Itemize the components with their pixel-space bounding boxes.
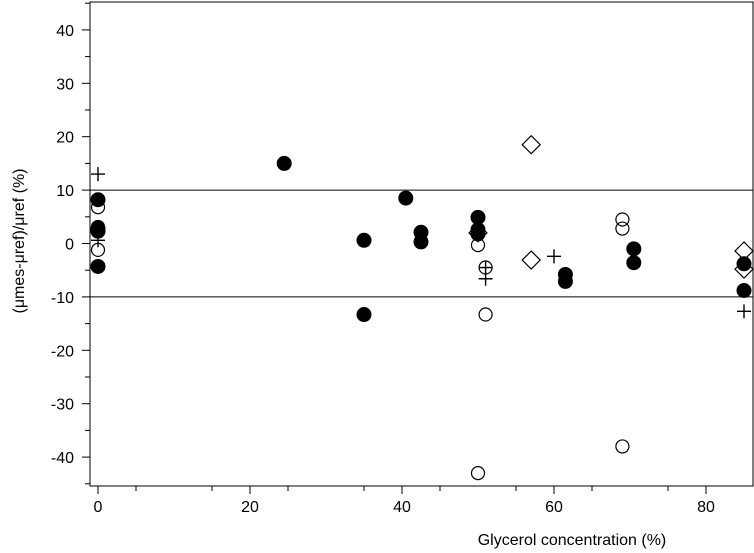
- x-tick-label: 80: [697, 499, 715, 516]
- filled-circle-point: [557, 273, 573, 289]
- filled-circle-point: [626, 241, 642, 257]
- filled-circle-point: [90, 192, 106, 208]
- reference-lines: [90, 189, 753, 298]
- open-diamond-point: [521, 250, 542, 270]
- filled-circle-point: [356, 232, 372, 248]
- plus-point: [547, 249, 561, 264]
- y-tick-label: -10: [51, 290, 74, 307]
- x-tick-label: 0: [94, 499, 103, 516]
- plus-point: [471, 224, 485, 239]
- open-circle-point: [478, 307, 493, 322]
- x-tick-label: 40: [393, 499, 411, 516]
- open-circle-point: [615, 212, 630, 227]
- y-tick-label: 0: [65, 237, 74, 254]
- filled-circle-point: [276, 155, 292, 171]
- data-points: [90, 134, 754, 481]
- open-circle-point: [470, 466, 486, 481]
- filled-circle-point: [626, 255, 642, 271]
- filled-circle-point: [736, 256, 752, 272]
- y-tick-label: 30: [56, 76, 74, 93]
- filled-circle-point: [90, 258, 106, 274]
- plus-point: [478, 271, 493, 286]
- plus-point: [91, 233, 105, 248]
- open-circle-point: [470, 238, 486, 253]
- open-circle-point: [615, 439, 630, 454]
- plus-point: [737, 304, 751, 319]
- y-tick-label: -40: [51, 450, 74, 467]
- filled-circle-point: [398, 190, 414, 206]
- x-axis: 0 20 40 60 80: [94, 486, 715, 516]
- y-tick-label: 20: [56, 130, 74, 147]
- x-tick-label: 60: [545, 499, 563, 516]
- filled-circle-point: [413, 234, 429, 250]
- y-tick-label: -30: [51, 397, 74, 414]
- open-circle-point: [90, 200, 106, 215]
- y-tick-label: 40: [56, 23, 74, 40]
- x-tick-label: 20: [241, 499, 259, 516]
- open-circle-point: [615, 221, 630, 236]
- y-axis-title: (μmes-μref)/μref (%): [11, 169, 28, 314]
- y-tick-label: -20: [51, 343, 74, 360]
- plus-point: [91, 167, 105, 182]
- filled-circle-point: [356, 307, 372, 323]
- y-axis: 40 30 20 10 0 -10 -20 -30 -40: [51, 2, 90, 485]
- open-diamond-point: [468, 222, 488, 243]
- y-tick-label: 10: [56, 183, 74, 200]
- filled-circle-point: [736, 282, 752, 298]
- x-axis-title: Glycerol concentration (%): [478, 532, 667, 549]
- open-diamond-point: [521, 134, 542, 155]
- open-diamond-point: [734, 259, 754, 279]
